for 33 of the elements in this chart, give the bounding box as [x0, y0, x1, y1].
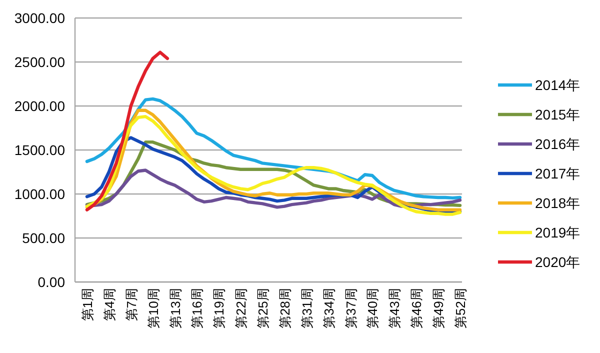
y-tick-label: 1500.00 [14, 142, 66, 158]
legend-label: 2020年 [535, 254, 580, 270]
line-series [85, 50, 170, 212]
x-tick-label: 第22周 [234, 288, 249, 328]
y-tick-label: 2500.00 [14, 54, 66, 70]
x-tick-label: 第16周 [190, 288, 205, 328]
x-tick-label: 第37周 [343, 288, 358, 328]
y-tick-label: 0.00 [38, 274, 66, 290]
x-tick-label: 第7周 [124, 288, 139, 322]
x-tick-label: 第25周 [256, 288, 271, 328]
x-tick-label: 第28周 [277, 288, 292, 328]
x-tick-label: 第10周 [146, 288, 161, 328]
y-tick-label: 500.00 [22, 230, 66, 246]
x-tick-label: 第49周 [431, 288, 446, 328]
y-tick-label: 1000.00 [14, 186, 66, 202]
legend-label: 2018年 [535, 195, 580, 211]
legend-label: 2016年 [535, 136, 580, 152]
legend-label: 2015年 [535, 106, 580, 122]
y-tick-label: 3000.00 [14, 10, 66, 26]
x-tick-label: 第34周 [321, 288, 336, 328]
x-tick-label: 第19周 [212, 288, 227, 328]
x-tick-label: 第4周 [102, 288, 117, 322]
x-tick-label: 第43周 [387, 288, 402, 328]
x-tick-label: 第46周 [409, 288, 424, 328]
x-tick-label: 第40周 [365, 288, 380, 328]
y-tick-label: 2000.00 [14, 98, 66, 114]
x-tick-label: 第31周 [299, 288, 314, 328]
x-tick-label: 第13周 [168, 288, 183, 328]
legend-label: 2014年 [535, 77, 580, 93]
x-tick-label: 第52周 [453, 288, 468, 328]
legend-label: 2017年 [535, 166, 580, 182]
x-tick-label: 第1周 [80, 288, 95, 322]
legend-label: 2019年 [535, 224, 580, 240]
